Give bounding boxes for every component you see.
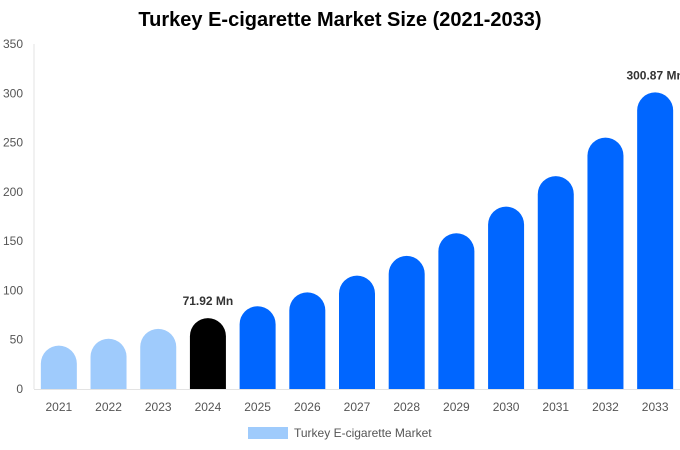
- y-tick-label: 0: [16, 382, 23, 396]
- x-tick-label: 2032: [592, 400, 619, 414]
- y-tick-label: 100: [3, 283, 23, 297]
- bar-2029: [438, 233, 475, 389]
- x-tick-label: 2030: [493, 400, 520, 414]
- y-tick-label: 50: [10, 333, 24, 347]
- bar-2025: [239, 306, 276, 389]
- bar-2024: [189, 318, 226, 389]
- data-label-2024: 71.92 Mn: [183, 294, 234, 308]
- y-tick-label: 300: [3, 86, 23, 100]
- bars: [40, 92, 674, 389]
- bar-2028: [388, 255, 425, 389]
- bar-2023: [140, 328, 177, 389]
- bar-2030: [488, 206, 525, 389]
- y-tick-label: 200: [3, 185, 23, 199]
- bar-2031: [537, 176, 574, 389]
- x-tick-label: 2033: [642, 400, 669, 414]
- data-label-2033: 300.87 Mn: [626, 68, 680, 82]
- x-tick-label: 2029: [443, 400, 470, 414]
- x-tick-label: 2031: [542, 400, 569, 414]
- bar-2033: [637, 92, 674, 389]
- bar-2022: [90, 338, 127, 389]
- bar-2027: [339, 275, 375, 389]
- x-axis: 2021 2022 2023 2024 2025 2026 2027 2028 2029 2030…: [34, 389, 680, 414]
- x-tick-label: 2025: [244, 400, 271, 414]
- x-tick-label: 2028: [393, 400, 420, 414]
- x-tick-label: 2023: [145, 400, 172, 414]
- x-tick-label: 2026: [294, 400, 321, 414]
- y-axis: 0 50 100 150 200 250 300 350: [3, 37, 35, 396]
- bar-2021: [40, 345, 77, 389]
- x-tick-label: 2027: [344, 400, 371, 414]
- x-tick-label: 2022: [95, 400, 122, 414]
- legend-swatch: [248, 427, 288, 439]
- bar-2026: [289, 292, 326, 389]
- y-tick-label: 350: [3, 37, 23, 51]
- y-tick-label: 250: [3, 136, 23, 150]
- legend: Turkey E-cigarette Market: [248, 426, 432, 440]
- x-tick-label: 2024: [195, 400, 222, 414]
- y-tick-label: 150: [3, 234, 23, 248]
- chart-title: Turkey E-cigarette Market Size (2021-203…: [138, 9, 542, 31]
- bar-2032: [587, 137, 624, 389]
- legend-label: Turkey E-cigarette Market: [294, 426, 432, 440]
- data-labels: 71.92 Mn 300.87 Mn: [183, 68, 680, 308]
- x-tick-label: 2021: [45, 400, 72, 414]
